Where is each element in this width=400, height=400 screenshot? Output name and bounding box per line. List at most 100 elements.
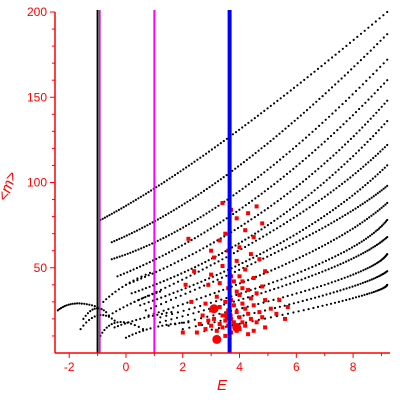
data-point — [374, 132, 378, 135]
data-point — [263, 171, 266, 174]
data-point — [334, 53, 337, 56]
data-point — [379, 171, 382, 174]
data-point — [148, 271, 152, 274]
data-point — [213, 146, 216, 149]
data-point — [342, 261, 345, 264]
data-point — [246, 265, 249, 268]
data-point — [149, 327, 152, 330]
data-point — [299, 212, 302, 215]
data-point — [241, 307, 244, 310]
data-point — [291, 293, 294, 296]
data-point — [235, 293, 238, 296]
data-point — [356, 190, 359, 193]
data-point — [197, 310, 200, 313]
data-point — [208, 277, 211, 280]
data-point — [329, 240, 333, 243]
data-point — [304, 268, 307, 272]
data-point — [372, 290, 375, 294]
data-point — [209, 264, 212, 267]
data-point — [311, 151, 314, 154]
data-point — [303, 78, 306, 81]
data-point — [231, 169, 234, 172]
data-point — [190, 221, 193, 224]
data-point — [349, 137, 352, 140]
data-point — [369, 234, 372, 237]
data-point — [212, 225, 215, 228]
data-point — [337, 279, 340, 282]
data-point — [339, 126, 342, 129]
data-point — [181, 278, 184, 281]
data-point — [225, 174, 228, 177]
highlight-point — [285, 305, 290, 309]
data-point — [282, 296, 285, 299]
data-point — [244, 238, 247, 241]
data-point — [120, 236, 123, 239]
data-point — [365, 79, 368, 82]
data-point — [366, 120, 369, 123]
data-point — [187, 321, 190, 324]
data-point — [369, 179, 372, 182]
data-point — [266, 107, 269, 110]
data-point — [344, 143, 347, 146]
data-point — [134, 332, 138, 335]
data-point — [140, 247, 143, 250]
data-point — [359, 167, 362, 170]
data-point — [184, 224, 188, 227]
data-point — [344, 213, 347, 217]
data-point — [269, 247, 272, 250]
data-point — [282, 155, 285, 158]
data-point — [247, 243, 250, 246]
data-point — [222, 176, 225, 179]
data-point — [240, 240, 244, 243]
highlight-point — [220, 313, 225, 318]
data-point — [167, 212, 170, 215]
data-point — [138, 228, 141, 231]
data-point — [346, 230, 349, 233]
data-point — [223, 303, 226, 306]
data-point — [178, 205, 181, 208]
data-point — [324, 243, 327, 246]
data-point — [341, 47, 344, 50]
data-point — [127, 203, 130, 206]
data-point — [272, 298, 275, 301]
data-point — [257, 149, 260, 152]
data-point — [245, 321, 248, 324]
data-point — [311, 204, 314, 207]
data-point — [256, 114, 259, 117]
data-point — [178, 322, 181, 325]
data-point — [121, 254, 124, 257]
data-point — [196, 217, 199, 221]
data-point — [341, 103, 344, 106]
data-point — [372, 246, 375, 249]
data-point — [317, 199, 320, 202]
data-point — [247, 201, 251, 205]
y-tick-label: 150 — [27, 90, 47, 104]
highlight-point-large — [232, 322, 242, 332]
data-point — [325, 303, 328, 306]
data-point — [377, 108, 381, 111]
data-point — [143, 302, 146, 305]
data-point — [187, 269, 190, 272]
data-point — [278, 132, 281, 135]
data-point — [202, 214, 205, 217]
data-point — [217, 204, 220, 207]
data-point — [334, 280, 337, 283]
data-point — [292, 167, 295, 170]
data-point — [135, 318, 138, 322]
data-point — [288, 150, 291, 153]
data-point — [254, 197, 257, 200]
vertical-lines — [96, 10, 232, 353]
data-point — [93, 305, 96, 308]
highlight-point — [189, 299, 194, 304]
data-point — [165, 311, 168, 314]
data-point — [185, 166, 188, 169]
data-point — [292, 216, 295, 219]
data-point — [120, 207, 123, 210]
data-point — [85, 303, 88, 306]
highlight-point — [251, 303, 256, 308]
data-point — [358, 107, 361, 111]
data-point — [110, 317, 113, 320]
data-point — [137, 197, 140, 200]
data-point — [332, 154, 335, 157]
data-point — [164, 286, 167, 289]
